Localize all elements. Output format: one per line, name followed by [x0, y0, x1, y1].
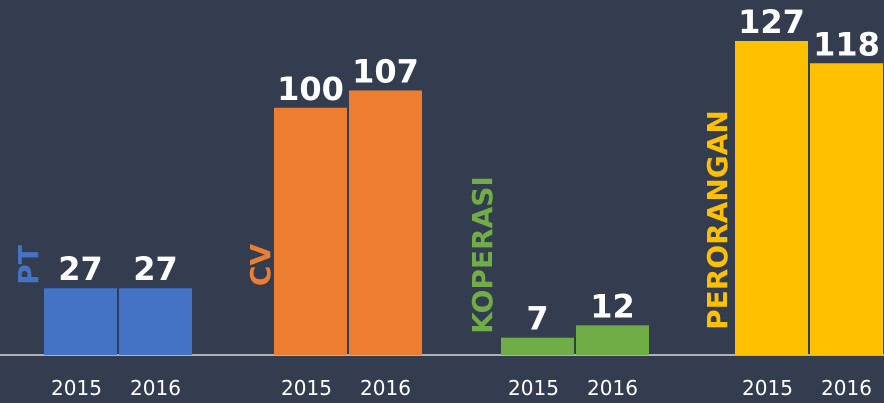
- group-label: KOPERASI: [466, 176, 499, 334]
- bar: [274, 107, 347, 355]
- bar: [501, 337, 574, 355]
- value-label: 100: [277, 70, 344, 108]
- bar: [735, 41, 808, 355]
- value-label: 127: [738, 3, 805, 41]
- year-label: 2016: [587, 376, 638, 400]
- group-label: PERORANGAN: [701, 110, 734, 330]
- value-label: 27: [58, 250, 103, 288]
- value-label: 118: [813, 25, 880, 63]
- bar: [44, 288, 117, 355]
- year-label: 2016: [821, 376, 872, 400]
- value-label: 12: [590, 287, 635, 325]
- year-label: 2015: [281, 376, 332, 400]
- group-label: PT: [12, 245, 45, 285]
- group-label: CV: [244, 244, 277, 287]
- bar: [810, 63, 883, 356]
- value-label: 7: [526, 300, 548, 338]
- bar: [119, 288, 192, 355]
- year-label: 2015: [742, 376, 793, 400]
- bar: [349, 90, 422, 355]
- year-label: 2016: [360, 376, 411, 400]
- year-label: 2015: [51, 376, 102, 400]
- value-label: 107: [352, 52, 419, 90]
- year-label: 2016: [130, 376, 181, 400]
- value-label: 27: [133, 250, 178, 288]
- year-label: 2015: [508, 376, 559, 400]
- bar: [576, 325, 649, 355]
